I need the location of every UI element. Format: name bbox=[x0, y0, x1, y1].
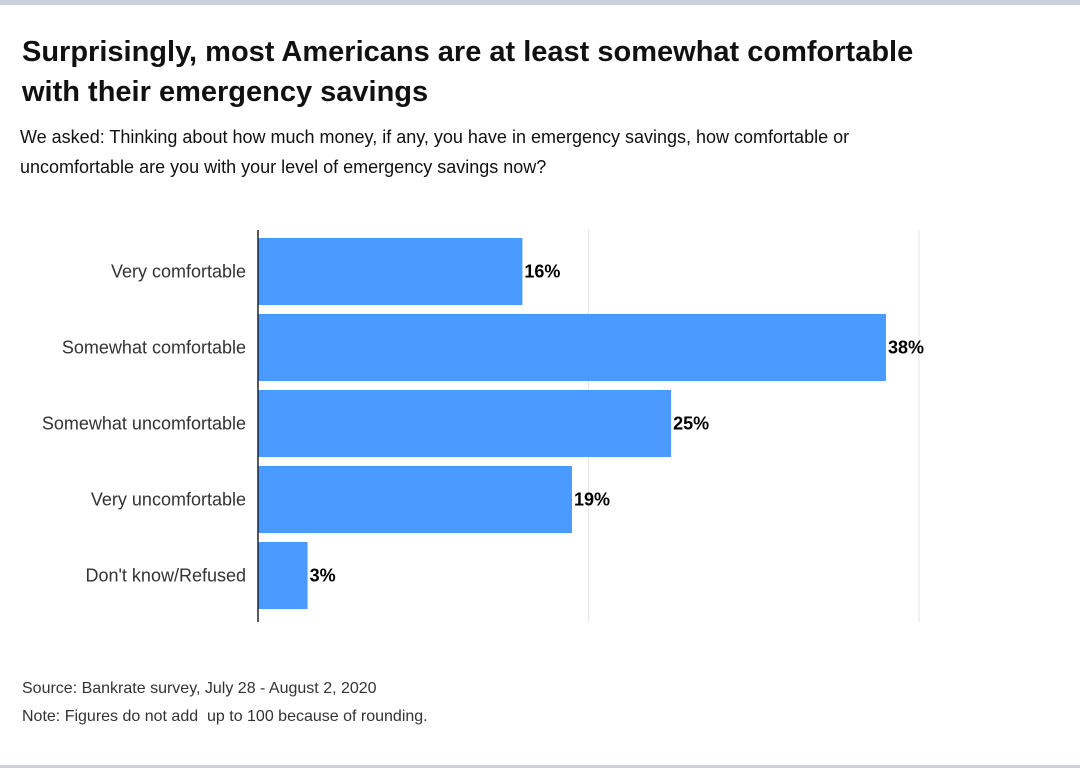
bar bbox=[258, 390, 672, 457]
data-label: 16% bbox=[524, 262, 560, 282]
category-label: Somewhat comfortable bbox=[62, 338, 246, 358]
bar bbox=[258, 466, 572, 533]
bar bbox=[258, 542, 308, 609]
data-label: 3% bbox=[310, 566, 336, 586]
category-label: Somewhat uncomfortable bbox=[42, 414, 246, 434]
bar bbox=[258, 314, 886, 381]
data-label: 38% bbox=[888, 338, 924, 358]
chart-title: Surprisingly, most Americans are at leas… bbox=[22, 36, 914, 108]
rounding-note: Note: Figures do not add up to 100 becau… bbox=[22, 708, 428, 725]
bar bbox=[258, 238, 523, 305]
source-note: Source: Bankrate survey, July 28 - Augus… bbox=[22, 680, 377, 697]
bottom-border bbox=[0, 765, 1080, 768]
category-label: Very comfortable bbox=[111, 262, 246, 282]
data-label: 25% bbox=[673, 414, 709, 434]
category-label: Very uncomfortable bbox=[91, 490, 246, 510]
category-label: Don't know/Refused bbox=[85, 566, 246, 586]
top-border bbox=[0, 0, 1080, 5]
data-label: 19% bbox=[574, 490, 610, 510]
chart-subtitle: We asked: Thinking about how much money,… bbox=[20, 127, 850, 177]
